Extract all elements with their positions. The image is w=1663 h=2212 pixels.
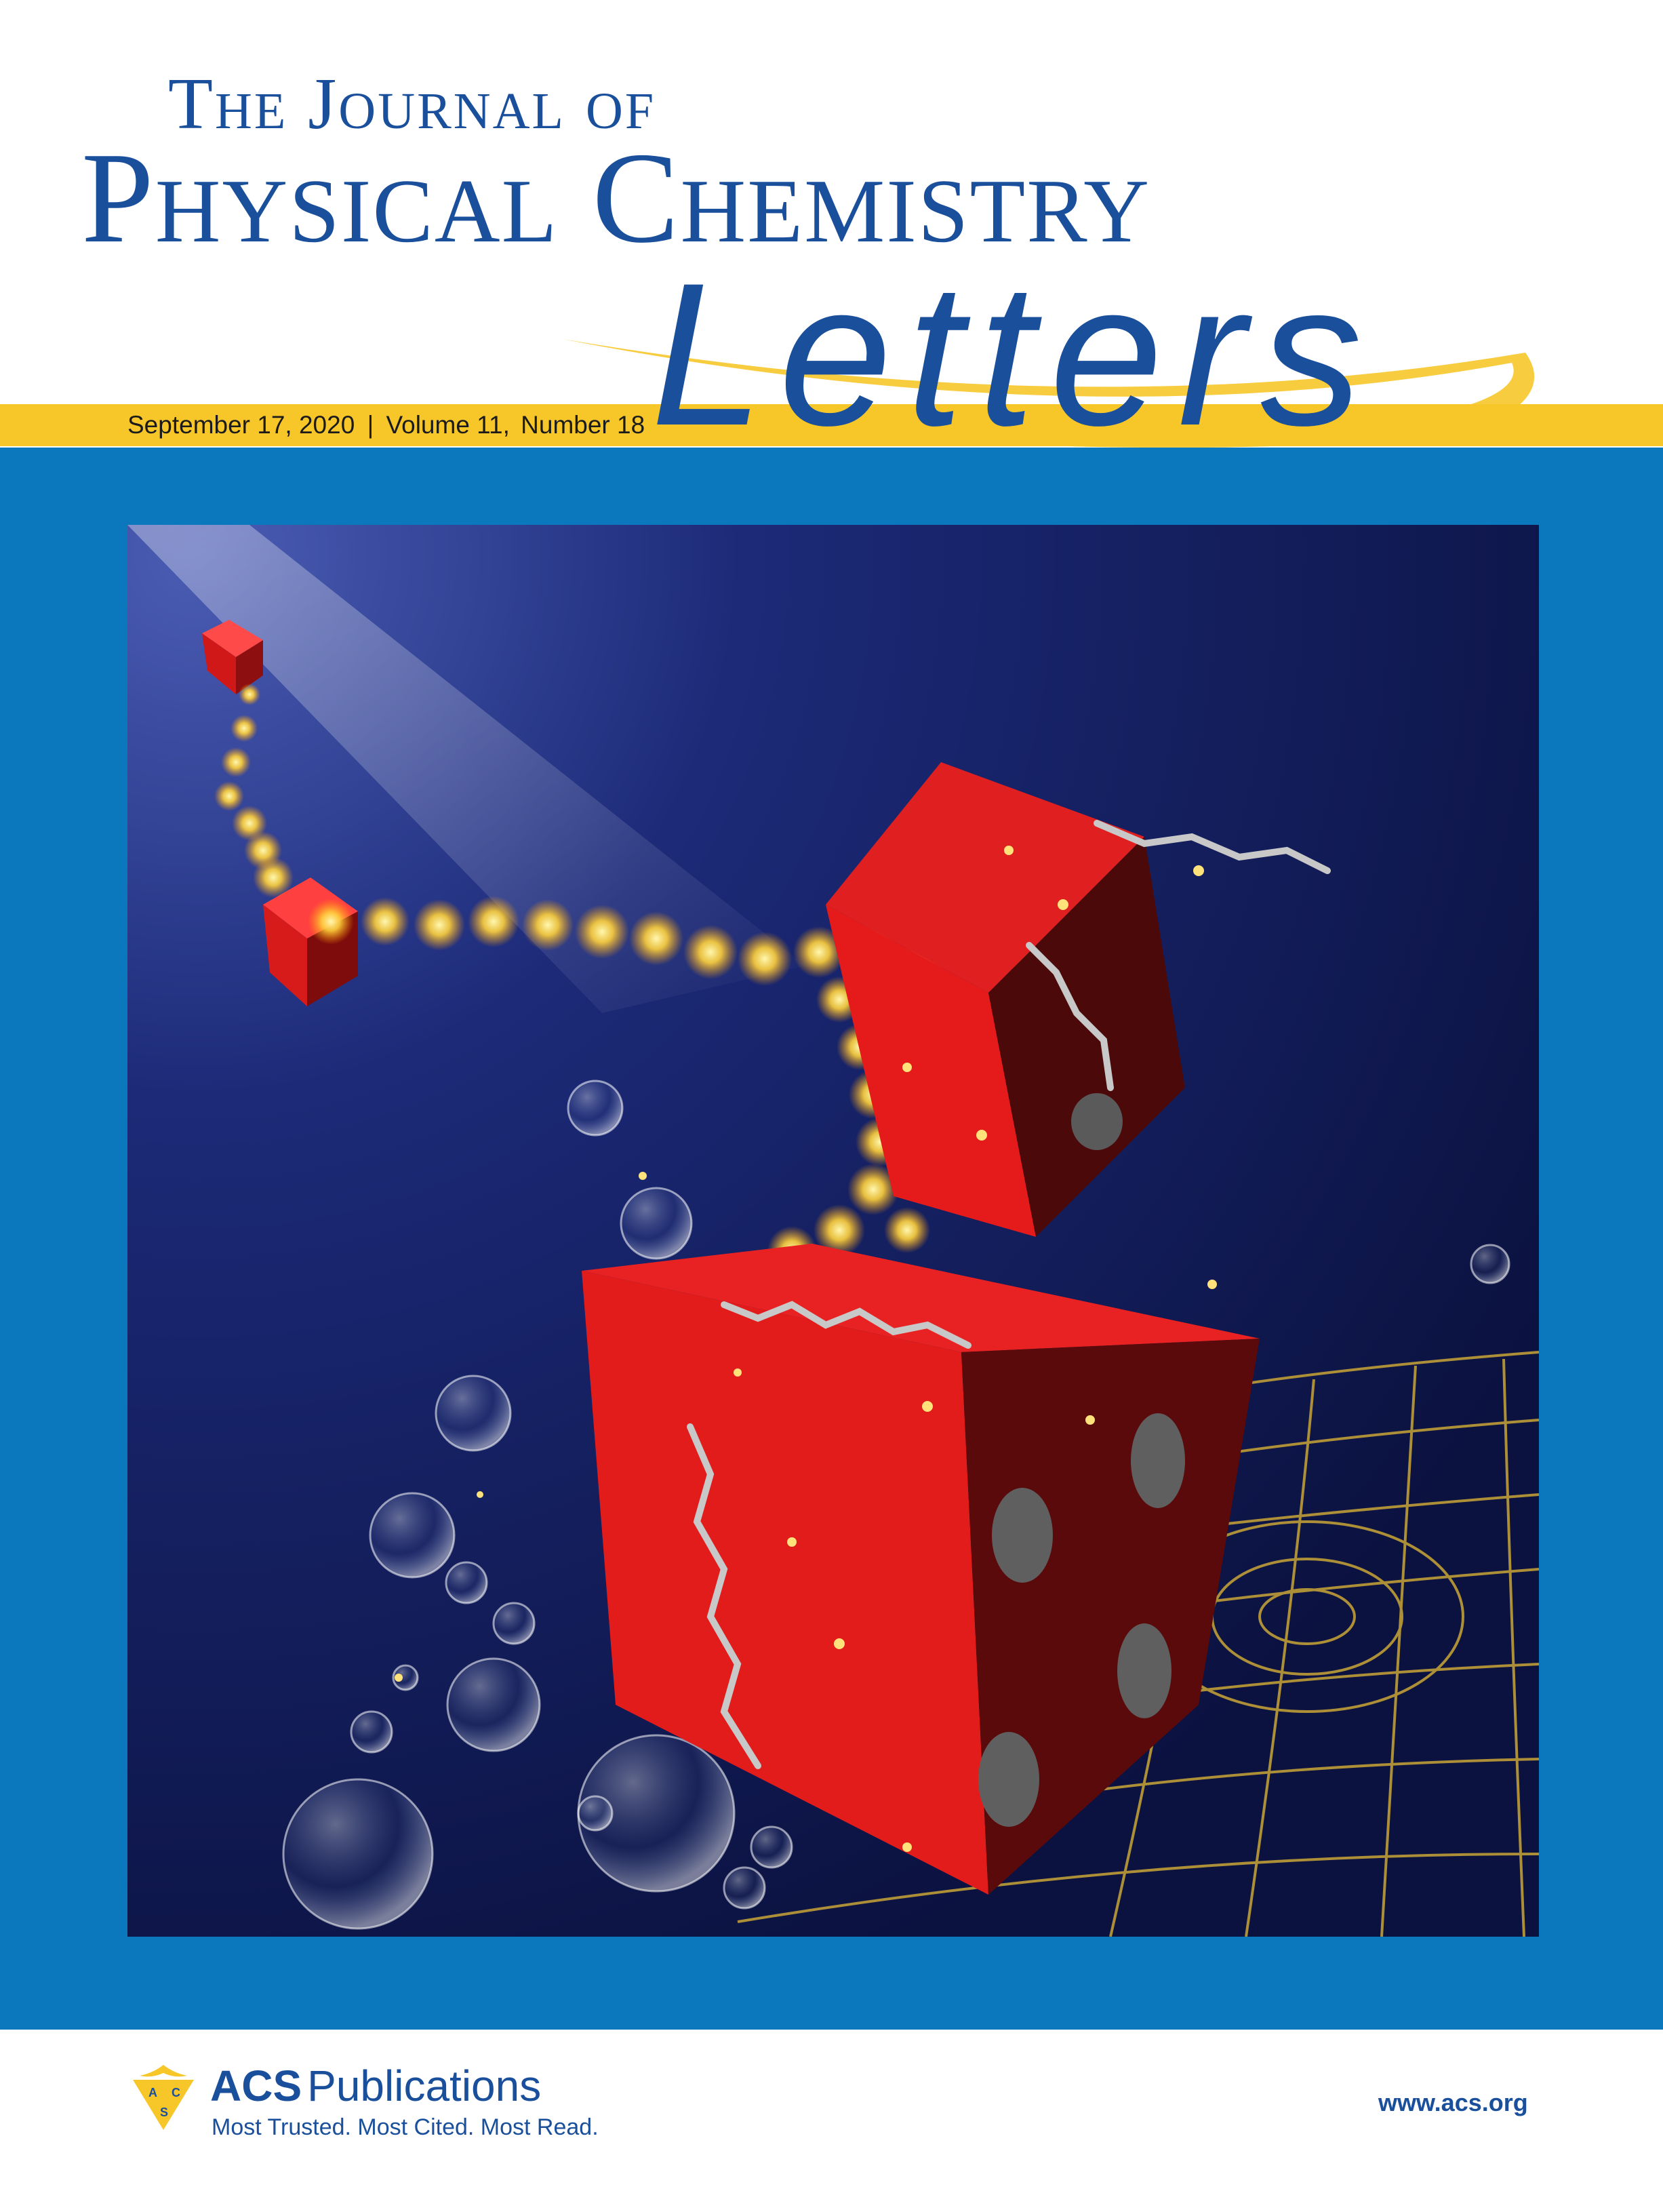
issue-date: September 17, 2020	[127, 411, 355, 439]
large-red-die-front	[582, 1244, 1260, 1895]
die-pip	[978, 1732, 1039, 1827]
masthead: The Journal of Physical Chemistry Letter…	[0, 0, 1663, 461]
acs-logo-letter-a: A	[148, 2086, 157, 2099]
acs-logo-icon: A C S	[133, 2065, 194, 2130]
large-red-die-back	[826, 762, 1185, 1237]
journal-title-line2: Physical Chemistry	[81, 125, 1151, 270]
die-pip	[992, 1488, 1053, 1583]
die-pip	[1071, 1093, 1123, 1150]
die-pip	[1117, 1623, 1171, 1718]
issue-number: Number 18	[521, 411, 645, 439]
issue-separator: |	[367, 411, 374, 439]
masthead-swoosh	[563, 339, 1535, 448]
issue-volume: Volume 11,	[386, 411, 510, 439]
die-pip	[1131, 1413, 1185, 1508]
website-link[interactable]: www.acs.org	[1378, 2089, 1528, 2116]
acs-logo-letter-c: C	[172, 2086, 180, 2099]
publisher-name: ACS Publications	[210, 2060, 541, 2112]
journal-title-line1: The Journal of	[168, 64, 656, 144]
issue-info: September 17, 2020 | Volume 11, Number 1…	[127, 409, 645, 441]
footer: A C S ACS Publications Most Trusted. Most…	[0, 2030, 1663, 2212]
molecule-structures	[687, 820, 1331, 1769]
publisher-name-bold: ACS	[210, 2061, 302, 2110]
publisher-tagline: Most Trusted. Most Cited. Most Read.	[212, 2114, 599, 2140]
bubbles	[282, 1080, 1510, 1930]
cover-illustration	[127, 525, 1539, 1937]
sparkles	[395, 846, 1217, 1852]
issue-band	[0, 404, 1663, 446]
journal-title-line3: Letters	[651, 240, 1378, 468]
light-beam	[127, 525, 805, 1013]
publisher-name-rest: Publications	[307, 2061, 542, 2110]
small-red-die	[202, 620, 263, 694]
acs-logo-letter-s: S	[160, 2106, 168, 2119]
